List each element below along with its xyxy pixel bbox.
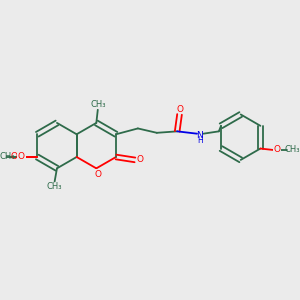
Text: H: H [197, 136, 203, 146]
Text: CH₃: CH₃ [0, 152, 15, 161]
Text: CH₃: CH₃ [46, 182, 62, 191]
Text: CH₃: CH₃ [91, 100, 106, 109]
Text: O: O [137, 155, 144, 164]
Text: O: O [18, 152, 25, 161]
Text: O: O [274, 146, 280, 154]
Text: O: O [94, 170, 101, 179]
Text: O: O [177, 105, 184, 114]
Text: CH₃: CH₃ [284, 146, 300, 154]
Text: O: O [11, 152, 17, 161]
Text: N: N [196, 130, 203, 140]
